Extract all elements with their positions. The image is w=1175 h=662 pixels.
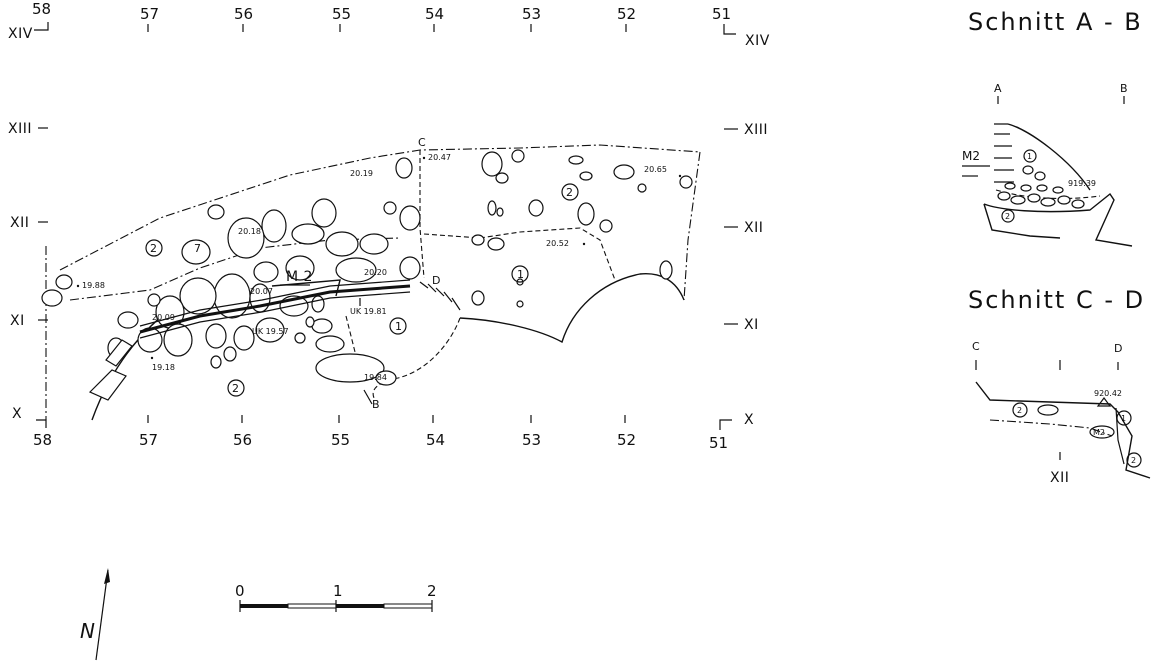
section-ab-layer-1: 1 — [1023, 149, 1037, 163]
bottom-grid-57: 57 — [139, 431, 158, 449]
section-cd-title: Schnitt C - D — [968, 286, 1145, 314]
section-c-d: Schnitt C - D C D 920.42 2 1 M2 2 XII — [968, 286, 1151, 486]
bottom-grid-58: 58 — [33, 431, 52, 449]
left-row-x: X — [12, 406, 22, 422]
section-cd-layer-2: 2 — [1012, 402, 1028, 418]
elevation-2065: 20.65 — [644, 165, 667, 174]
left-row-xi: XI — [10, 313, 25, 329]
bottom-grid-52: 52 — [617, 431, 636, 449]
elevation-labels: 20.47 20.19 20.65 20.18 20.52 19.88 20.2… — [76, 153, 682, 382]
left-row-xii: XII — [10, 215, 29, 231]
top-grid-58: 58 — [32, 0, 51, 18]
bottom-grid-labels: 58 57 56 55 54 53 52 51 — [33, 431, 728, 452]
elevation-uk-1981: UK 19.81 — [350, 307, 387, 316]
elevation-1918: 19.18 — [152, 363, 175, 372]
section-cd-wall-marker: M2 — [1089, 425, 1115, 439]
section-cd-elevation: 920.42 — [1094, 389, 1122, 398]
svg-text:2: 2 — [232, 382, 239, 395]
wall-m2 — [139, 279, 411, 339]
section-point-b: B — [372, 398, 380, 411]
right-row-x: X — [744, 412, 754, 428]
wall-label-m2: M 2 — [286, 269, 313, 285]
bottom-grid-56: 56 — [233, 431, 252, 449]
top-grid-51: 51 — [712, 5, 731, 23]
scale-bar: 0 1 2 — [235, 582, 437, 612]
section-cd-point-c: C — [972, 340, 980, 353]
section-markers: C D B — [363, 136, 440, 411]
layer-marker-1a: 1 — [511, 265, 529, 283]
section-cd-row-xii: XII — [1050, 470, 1069, 486]
top-grid-55: 55 — [332, 5, 351, 23]
scale-label-0: 0 — [235, 582, 245, 600]
top-grid-54: 54 — [425, 5, 444, 23]
elevation-1988: 19.88 — [82, 281, 105, 290]
bottom-grid-53: 53 — [522, 431, 541, 449]
section-point-d: D — [432, 274, 440, 287]
north-arrow: N — [80, 568, 110, 661]
top-grid-56: 56 — [234, 5, 253, 23]
bottom-grid-51: 51 — [709, 434, 728, 452]
bottom-grid-55: 55 — [331, 431, 350, 449]
left-row-xiv: XIV — [8, 26, 33, 42]
svg-text:2: 2 — [1005, 212, 1010, 221]
elevation-2020: 20.20 — [364, 268, 387, 277]
top-grid-53: 53 — [522, 5, 541, 23]
elevation-2047: 20.47 — [428, 153, 451, 162]
elevation-2009: 20.09 — [152, 313, 175, 322]
svg-text:2: 2 — [1017, 406, 1022, 415]
stones — [41, 149, 693, 401]
section-point-c: C — [418, 136, 426, 149]
north-label: N — [80, 619, 97, 643]
scale-label-1: 1 — [333, 582, 343, 600]
svg-text:2: 2 — [150, 242, 157, 255]
svg-text:1: 1 — [1027, 152, 1032, 161]
right-row-xii: XII — [744, 220, 763, 236]
layer-marker-1b: 1 — [389, 317, 407, 335]
top-grid-57: 57 — [140, 5, 159, 23]
svg-text:2: 2 — [566, 186, 573, 199]
elevation-2018: 20.18 — [238, 227, 261, 236]
elevation-1984: 19.84 — [364, 373, 387, 382]
layer-marker-2a: 2 — [561, 183, 579, 201]
north-arrow-icon — [95, 568, 110, 661]
svg-text:2: 2 — [1131, 456, 1136, 465]
left-row-labels: XIV XIII XII XI X — [8, 26, 48, 422]
bottom-grid-54: 54 — [426, 431, 445, 449]
svg-text:M2: M2 — [1093, 428, 1105, 437]
right-row-xi: XI — [744, 317, 759, 333]
elevation-2019: 20.19 — [350, 169, 373, 178]
top-grid-labels: 58 57 56 55 54 53 52 51 — [32, 0, 731, 23]
section-a-b: Schnitt A - B A B M2 — [962, 8, 1143, 247]
bottom-grid-ticks — [36, 415, 732, 430]
section-ab-point-b: B — [1120, 82, 1128, 95]
section-ab-point-a: A — [994, 82, 1002, 95]
section-ab-elevation: 919.39 — [1068, 179, 1096, 188]
right-row-xiii: XIII — [744, 122, 768, 138]
top-grid-52: 52 — [617, 5, 636, 23]
svg-text:1: 1 — [395, 320, 402, 333]
section-ab-layer-2: 2 — [1001, 209, 1015, 223]
svg-text:1: 1 — [1121, 414, 1126, 423]
layer-marker-7: 7 — [194, 242, 201, 255]
layer-marker-2b: 2 — [145, 239, 163, 257]
section-cd-point-d: D — [1114, 342, 1122, 355]
layer-marker-2c: 2 — [227, 379, 245, 397]
section-ab-wall-label: M2 — [962, 149, 980, 163]
top-grid-ticks — [34, 22, 736, 35]
scale-label-2: 2 — [427, 582, 437, 600]
section-cd-layer-1: 1 — [1116, 410, 1132, 426]
right-row-labels: XIV XIII XII XI X — [724, 33, 770, 428]
plan-labels: M 2 1 1 2 2 2 7 20.47 20.19 20.65 — [76, 153, 682, 397]
svg-text:1: 1 — [517, 268, 524, 281]
section-cd-layer-2b: 2 — [1126, 452, 1142, 468]
elevation-2007: 20.07 — [250, 287, 273, 296]
left-row-xiii: XIII — [8, 121, 32, 137]
right-row-xiv: XIV — [745, 33, 770, 49]
elevation-2052: 20.52 — [546, 239, 569, 248]
elevation-uk-1957: UK 19.57 — [252, 327, 289, 336]
section-ab-title: Schnitt A - B — [968, 8, 1143, 36]
section-ab-stones — [997, 165, 1085, 209]
